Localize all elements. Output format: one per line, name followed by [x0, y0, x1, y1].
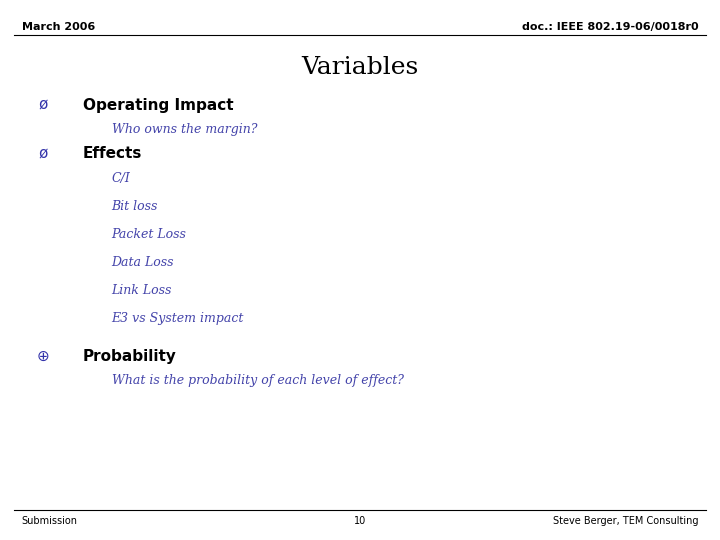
Text: Link Loss: Link Loss	[112, 284, 172, 297]
Text: doc.: IEEE 802.19-06/0018r0: doc.: IEEE 802.19-06/0018r0	[522, 22, 698, 32]
Text: ø: ø	[38, 146, 48, 161]
Text: March 2006: March 2006	[22, 22, 95, 32]
Text: What is the probability of each level of effect?: What is the probability of each level of…	[112, 374, 404, 387]
Text: ⊕: ⊕	[37, 349, 50, 364]
Text: C/I: C/I	[112, 172, 130, 185]
Text: Operating Impact: Operating Impact	[83, 98, 233, 113]
Text: Data Loss: Data Loss	[112, 256, 174, 269]
Text: 10: 10	[354, 516, 366, 526]
Text: Variables: Variables	[302, 56, 418, 79]
Text: ø: ø	[38, 98, 48, 113]
Text: Probability: Probability	[83, 349, 176, 364]
Text: Bit loss: Bit loss	[112, 200, 158, 213]
Text: Who owns the margin?: Who owns the margin?	[112, 123, 257, 136]
Text: Submission: Submission	[22, 516, 78, 526]
Text: Steve Berger, TEM Consulting: Steve Berger, TEM Consulting	[553, 516, 698, 526]
Text: Effects: Effects	[83, 146, 142, 161]
Text: Packet Loss: Packet Loss	[112, 228, 186, 241]
Text: E3 vs System impact: E3 vs System impact	[112, 312, 244, 325]
